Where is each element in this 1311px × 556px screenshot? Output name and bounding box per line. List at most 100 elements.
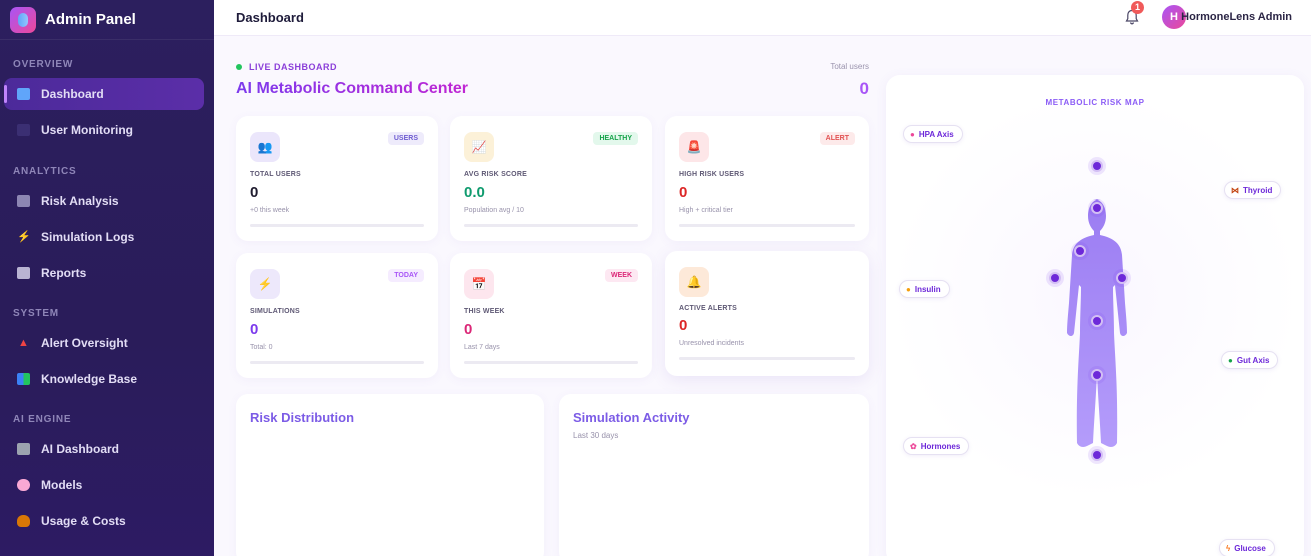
app-logo-icon [10, 6, 36, 33]
panel-title: Risk Distribution [250, 410, 355, 425]
risk-label-gut-axis[interactable]: ● Gut Axis [1221, 351, 1279, 369]
brain-icon [17, 479, 30, 491]
robot-icon [17, 443, 30, 455]
risk-label-hpa-axis[interactable]: ● HPA Axis [903, 125, 963, 143]
money-bag-icon [17, 515, 30, 527]
stat-sub: +0 this week [250, 207, 290, 214]
stat-tag: ALERT [819, 132, 855, 145]
live-label-text: LIVE DASHBOARD [249, 62, 338, 72]
sidebar-item-alert-oversight[interactable]: ▲ Alert Oversight [4, 327, 204, 359]
command-center-title: AI Metabolic Command Center [236, 80, 469, 97]
sidebar-item-usage-costs[interactable]: Usage & Costs [4, 505, 204, 537]
pill-label: Insulin [914, 284, 941, 294]
sidebar-item-label: Alert Oversight [41, 336, 128, 350]
risk-label-insulin[interactable]: ● Insulin [899, 280, 950, 298]
risk-map-title: METABOLIC RISK MAP [1045, 98, 1145, 107]
stat-card-high-risk-users[interactable]: 🚨 ALERT HIGH RISK USERS 0 High + critica… [665, 116, 869, 241]
users-icon [17, 124, 30, 136]
section-label-system: SYSTEM [13, 308, 59, 319]
sidebar-item-label: Reports [41, 266, 87, 280]
sidebar-item-label: Usage & Costs [41, 514, 126, 528]
risk-node-glucose[interactable] [1091, 449, 1103, 461]
stat-progress-bar [464, 224, 638, 227]
pill-label: Hormones [920, 441, 961, 451]
sidebar-item-ai-dashboard[interactable]: AI Dashboard [4, 433, 204, 465]
sidebar-item-label: AI Dashboard [41, 442, 120, 456]
total-users-label: Total users [830, 62, 869, 71]
sidebar-item-label: Knowledge Base [41, 372, 138, 386]
sidebar-item-label: User Monitoring [41, 123, 133, 137]
lightning-icon: ⚡ [250, 269, 280, 299]
user-name[interactable]: HormoneLens Admin [1181, 11, 1292, 23]
brand[interactable]: Admin Panel [0, 0, 214, 40]
gut-icon: ● [1228, 355, 1233, 365]
risk-distribution-panel: Risk Distribution [236, 394, 544, 556]
stat-sub: Population avg / 10 [464, 207, 524, 214]
top-bar: Dashboard 1 H HormoneLens Admin [214, 0, 1311, 36]
panel-subtitle: Last 30 days [573, 431, 619, 440]
siren-icon: 🚨 [679, 132, 709, 162]
sidebar-item-dashboard[interactable]: Dashboard [4, 78, 204, 110]
sidebar-item-risk-analysis[interactable]: Risk Analysis [4, 185, 204, 217]
risk-node-thyroid[interactable] [1091, 202, 1103, 214]
stat-progress-bar [464, 361, 638, 364]
stat-value: 0 [250, 321, 259, 338]
stat-value: 0 [679, 317, 688, 334]
stat-card-avg-risk-score[interactable]: 📈 HEALTHY AVG RISK SCORE 0.0 Population … [450, 116, 652, 241]
risk-label-thyroid[interactable]: ⋈ Thyroid [1224, 181, 1282, 199]
sidebar-item-label: Simulation Logs [41, 230, 135, 244]
section-label-overview: OVERVIEW [13, 59, 74, 70]
brain-icon: ● [910, 129, 915, 139]
stat-label: AVG RISK SCORE [464, 171, 527, 178]
stat-label: ACTIVE ALERTS [679, 305, 737, 312]
stat-tag: TODAY [388, 269, 424, 282]
siren-icon: ▲ [18, 337, 29, 349]
risk-node-hpa[interactable] [1091, 160, 1103, 172]
stat-tag: HEALTHY [593, 132, 638, 145]
trend-chart-icon [17, 195, 30, 207]
lightning-icon: ⚡ [17, 231, 31, 243]
pill-label: Thyroid [1243, 185, 1273, 195]
risk-node-heart[interactable] [1074, 245, 1086, 257]
calendar-icon: 📅 [464, 269, 494, 299]
risk-node-insulin[interactable] [1049, 272, 1061, 284]
stat-sub: Total: 0 [250, 344, 273, 351]
stat-label: TOTAL USERS [250, 171, 301, 178]
stat-progress-bar [679, 357, 855, 360]
stat-label: THIS WEEK [464, 308, 505, 315]
document-icon [17, 267, 30, 279]
notification-badge: 1 [1131, 1, 1144, 14]
stat-card-this-week[interactable]: 📅 WEEK THIS WEEK 0 Last 7 days [450, 253, 652, 378]
stat-value: 0 [464, 321, 473, 338]
books-icon [17, 373, 30, 385]
risk-label-hormones[interactable]: ✿ Hormones [903, 437, 970, 455]
sidebar-item-models[interactable]: Models [4, 469, 204, 501]
sidebar-item-knowledge-base[interactable]: Knowledge Base [4, 363, 204, 395]
sidebar-item-label: Models [41, 478, 83, 492]
risk-node-liver[interactable] [1091, 315, 1103, 327]
risk-node-hormones[interactable] [1091, 369, 1103, 381]
live-status-dot [236, 64, 242, 70]
risk-label-glucose[interactable]: ϟ Glucose [1219, 539, 1275, 556]
sidebar-item-reports[interactable]: Reports [4, 257, 204, 289]
sidebar-item-label: Risk Analysis [41, 194, 119, 208]
stat-card-simulations[interactable]: ⚡ TODAY SIMULATIONS 0 Total: 0 [236, 253, 438, 378]
pill-label: Gut Axis [1236, 355, 1270, 365]
risk-node-gut[interactable] [1116, 272, 1128, 284]
stat-sub: High + critical tier [679, 207, 733, 214]
flower-icon: ✿ [910, 441, 917, 451]
lightning-icon: ϟ [1226, 543, 1231, 553]
stat-tag: WEEK [605, 269, 638, 282]
avatar[interactable]: H [1162, 5, 1186, 29]
stat-value: 0.0 [464, 184, 485, 201]
metabolic-risk-map: METABOLIC RISK MAP ● HPA Axis ⋈ Thyroid … [886, 75, 1304, 556]
stat-card-active-alerts[interactable]: 🔔 ACTIVE ALERTS 0 Unresolved incidents [665, 251, 869, 376]
stat-label: HIGH RISK USERS [679, 171, 745, 178]
trend-chart-icon: 📈 [464, 132, 494, 162]
stat-value: 0 [250, 184, 259, 201]
sidebar-item-simulation-logs[interactable]: ⚡ Simulation Logs [4, 221, 204, 253]
pill-label: Glucose [1234, 543, 1266, 553]
stat-card-total-users[interactable]: 👥 USERS TOTAL USERS 0 +0 this week [236, 116, 438, 241]
bell-icon: 🔔 [679, 267, 709, 297]
sidebar-item-user-monitoring[interactable]: User Monitoring [4, 114, 204, 146]
